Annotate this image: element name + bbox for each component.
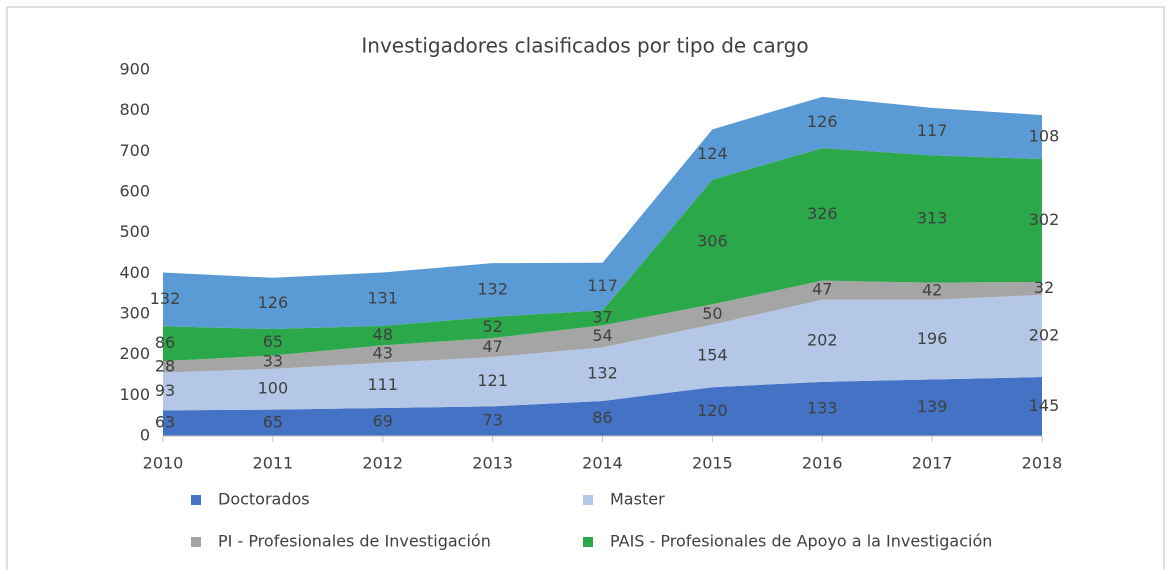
data-label: 50 [702, 304, 722, 323]
data-label: 100 [258, 379, 289, 398]
data-label: 121 [477, 371, 508, 390]
data-label: 69 [373, 411, 393, 430]
data-label: 54 [592, 326, 612, 345]
y-tick-label: 100 [119, 385, 150, 404]
y-tick-label: 600 [119, 182, 150, 201]
data-label: 302 [1029, 210, 1060, 229]
x-tick-label: 2015 [692, 454, 733, 473]
area [163, 148, 1042, 362]
y-tick-label: 300 [119, 304, 150, 323]
data-label: 65 [263, 332, 283, 351]
data-label: 126 [258, 293, 289, 312]
y-tick-label: 900 [119, 60, 150, 79]
area [163, 280, 1042, 373]
x-tick-label: 2010 [143, 454, 184, 473]
y-tick-label: 400 [119, 263, 150, 282]
data-label: 132 [150, 289, 181, 308]
legend-swatch [191, 537, 201, 547]
data-label: 111 [367, 375, 398, 394]
x-tick-label: 2014 [582, 454, 623, 473]
data-label: 120 [697, 401, 728, 420]
x-tick-label: 2012 [362, 454, 403, 473]
y-tick-label: 200 [119, 344, 150, 363]
data-label: 139 [917, 397, 948, 416]
area [163, 294, 1042, 411]
data-label: 73 [482, 411, 502, 430]
data-label: 108 [1029, 127, 1060, 146]
data-label: 117 [587, 276, 618, 295]
legend-swatch [583, 495, 593, 505]
data-label: 43 [373, 344, 393, 363]
data-label: 48 [373, 325, 393, 344]
data-label: 145 [1029, 396, 1060, 415]
data-label: 154 [697, 345, 728, 364]
legend-label: Master [610, 490, 665, 509]
data-label: 52 [482, 317, 502, 336]
data-label: 306 [697, 232, 728, 251]
y-tick-label: 800 [119, 100, 150, 119]
data-label: 131 [367, 289, 398, 308]
data-label: 313 [917, 209, 948, 228]
data-label: 117 [917, 121, 948, 140]
chart-title: Investigadores clasificados por tipo de … [361, 34, 808, 58]
data-label: 47 [482, 337, 502, 356]
data-label: 86 [592, 408, 612, 427]
data-label: 33 [263, 352, 283, 371]
x-tick-label: 2018 [1022, 454, 1063, 473]
data-label: 196 [917, 329, 948, 348]
y-tick-label: 500 [119, 222, 150, 241]
y-tick-label: 0 [140, 426, 150, 445]
data-label: 86 [155, 333, 175, 352]
data-label: 202 [807, 330, 838, 349]
data-label: 37 [592, 307, 612, 326]
x-tick-label: 2017 [912, 454, 953, 473]
legend-label: PAIS - Profesionales de Apoyo a la Inves… [610, 532, 992, 551]
legend-swatch [583, 537, 593, 547]
x-tick-label: 2016 [802, 454, 843, 473]
data-label: 132 [477, 280, 508, 299]
data-label: 126 [807, 112, 838, 131]
data-label: 63 [155, 413, 175, 432]
data-label: 28 [155, 356, 175, 375]
data-label: 124 [697, 144, 728, 163]
data-label: 326 [807, 204, 838, 223]
area [163, 96, 1042, 330]
data-label: 132 [587, 364, 618, 383]
legend-label: PI - Profesionales de Investigación [218, 532, 491, 551]
data-label: 42 [922, 281, 942, 300]
data-label: 133 [807, 398, 838, 417]
data-label: 47 [812, 280, 832, 299]
y-tick-label: 700 [119, 141, 150, 160]
x-tick-label: 2013 [472, 454, 513, 473]
data-label: 202 [1029, 325, 1060, 344]
x-tick-label: 2011 [253, 454, 294, 473]
data-label: 93 [155, 381, 175, 400]
chart-frame [6, 6, 1165, 574]
legend-label: Doctorados [218, 490, 310, 509]
data-label: 32 [1034, 278, 1054, 297]
area [163, 377, 1042, 436]
data-label: 65 [263, 412, 283, 431]
legend-swatch [191, 495, 201, 505]
